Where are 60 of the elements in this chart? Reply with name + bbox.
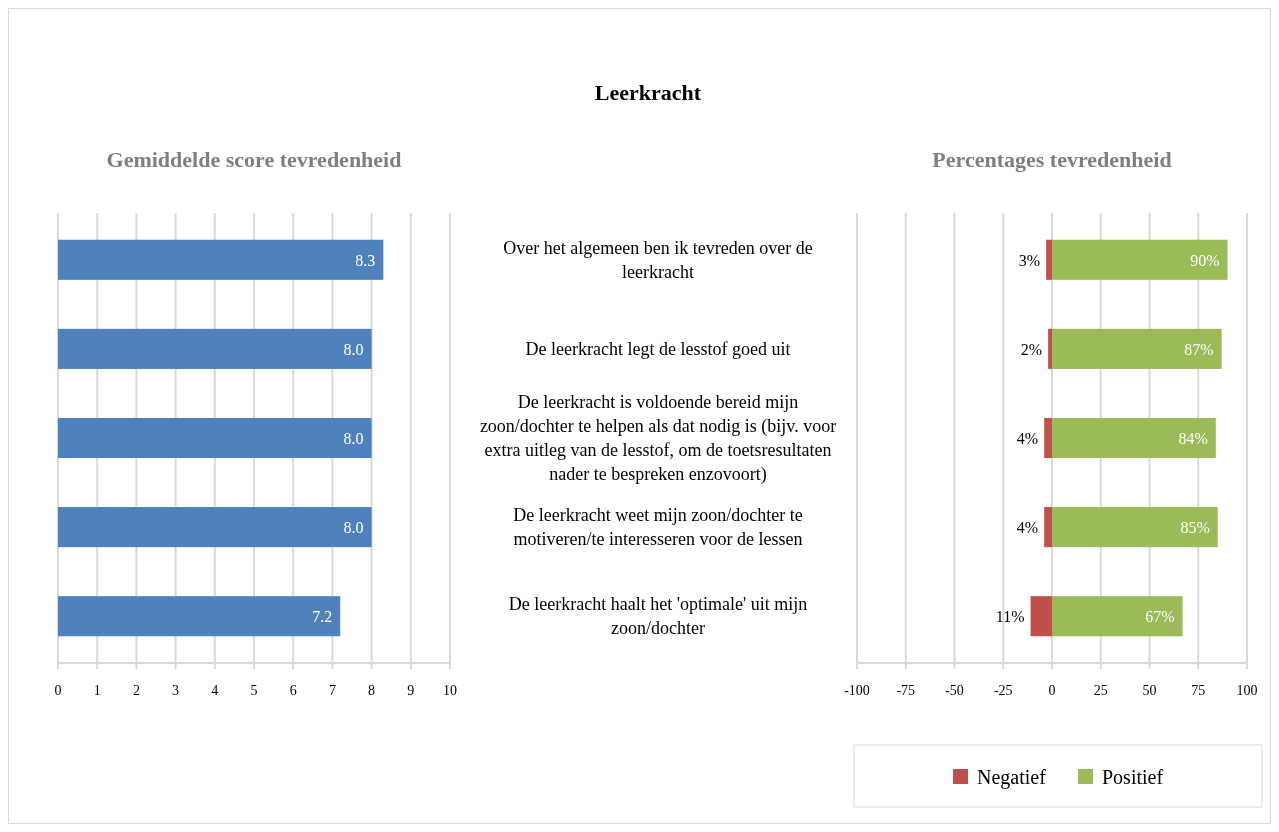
- x-tick-label: 2: [132, 683, 140, 698]
- y-tick-label: De leerkracht is voldoende bereid mijn zoon/dochter te helpen als dat nodig is (bijv. voor extra uitleg van de lesstof, om de toetsresultaten nader te bespreken enzovoort): [478, 391, 838, 486]
- data-label: 85%: [1180, 519, 1210, 537]
- x-tick-label: 10: [443, 683, 457, 698]
- data-label: 4%: [1016, 430, 1039, 447]
- x-tick-label: -75: [896, 683, 916, 698]
- x-tick-label: 7: [328, 683, 336, 698]
- bar: [1046, 239, 1052, 280]
- x-tick-label: -100: [844, 683, 870, 698]
- bar: [1048, 328, 1052, 369]
- y-tick-label: De leerkracht legt de lesstof goed uit: [525, 337, 791, 361]
- data-label: 7.2: [312, 608, 333, 626]
- x-tick-label: 9: [407, 683, 415, 698]
- x-tick-label: 4: [211, 683, 219, 698]
- bar: [1044, 417, 1052, 459]
- x-tick-label: 50: [1142, 683, 1157, 698]
- x-tick-label: 6: [289, 683, 297, 698]
- data-label: 8.0: [343, 519, 364, 537]
- x-tick-label: 3: [172, 683, 180, 698]
- data-label: 8.0: [343, 340, 364, 358]
- chart-title: Percentages tevredenheid: [932, 147, 1172, 172]
- legend-label: Negatief: [977, 766, 1047, 789]
- bar: [1052, 328, 1222, 369]
- x-tick-label: 8: [368, 683, 376, 698]
- bar: [58, 417, 372, 459]
- bar: [1052, 417, 1216, 459]
- data-label: 8.3: [355, 251, 376, 269]
- x-tick-label: -50: [945, 683, 964, 698]
- bar: [58, 507, 372, 548]
- y-tick-label: De leerkracht haalt het 'optimale' uit mijn zoon/dochter: [507, 593, 809, 641]
- x-tick-label: 75: [1191, 683, 1206, 698]
- legend-label: Positief: [1102, 766, 1164, 788]
- y-tick-label: De leerkracht weet mijn zoon/dochter te motiveren/te interesseren voor de lessen: [512, 504, 804, 552]
- x-tick-label: 25: [1093, 683, 1108, 698]
- text: Leerkracht: [594, 80, 702, 105]
- x-tick-label: 1: [93, 683, 101, 698]
- data-label: 3%: [1018, 251, 1041, 269]
- chart-subtitle: Gemiddelde score tevredenheid: [106, 147, 402, 172]
- bar: [58, 328, 372, 369]
- x-tick-label: 100: [1236, 683, 1258, 698]
- data-label: 4%: [1016, 519, 1039, 537]
- bar: [1030, 596, 1052, 637]
- data-label: 2%: [1020, 340, 1043, 358]
- x-tick-label: 0: [1048, 683, 1056, 698]
- data-label: 87%: [1184, 340, 1214, 358]
- data-label: 90%: [1190, 251, 1220, 269]
- data-label: 67%: [1145, 608, 1175, 626]
- bar: [1052, 596, 1183, 637]
- bar: [1052, 239, 1228, 280]
- y-tick-label: Over het algemeen ben ik tevreden over de leerkracht: [502, 236, 814, 284]
- x-tick-label: 5: [250, 683, 258, 698]
- data-label: 11%: [995, 608, 1025, 626]
- data-label: 8.0: [343, 430, 364, 447]
- x-tick-label: 0: [54, 683, 62, 698]
- bar: [58, 596, 341, 637]
- bar: [1052, 507, 1218, 548]
- x-tick-label: -25: [993, 683, 1013, 698]
- bar: [1044, 507, 1052, 548]
- bar: [58, 239, 384, 280]
- data-label: 84%: [1178, 430, 1208, 447]
